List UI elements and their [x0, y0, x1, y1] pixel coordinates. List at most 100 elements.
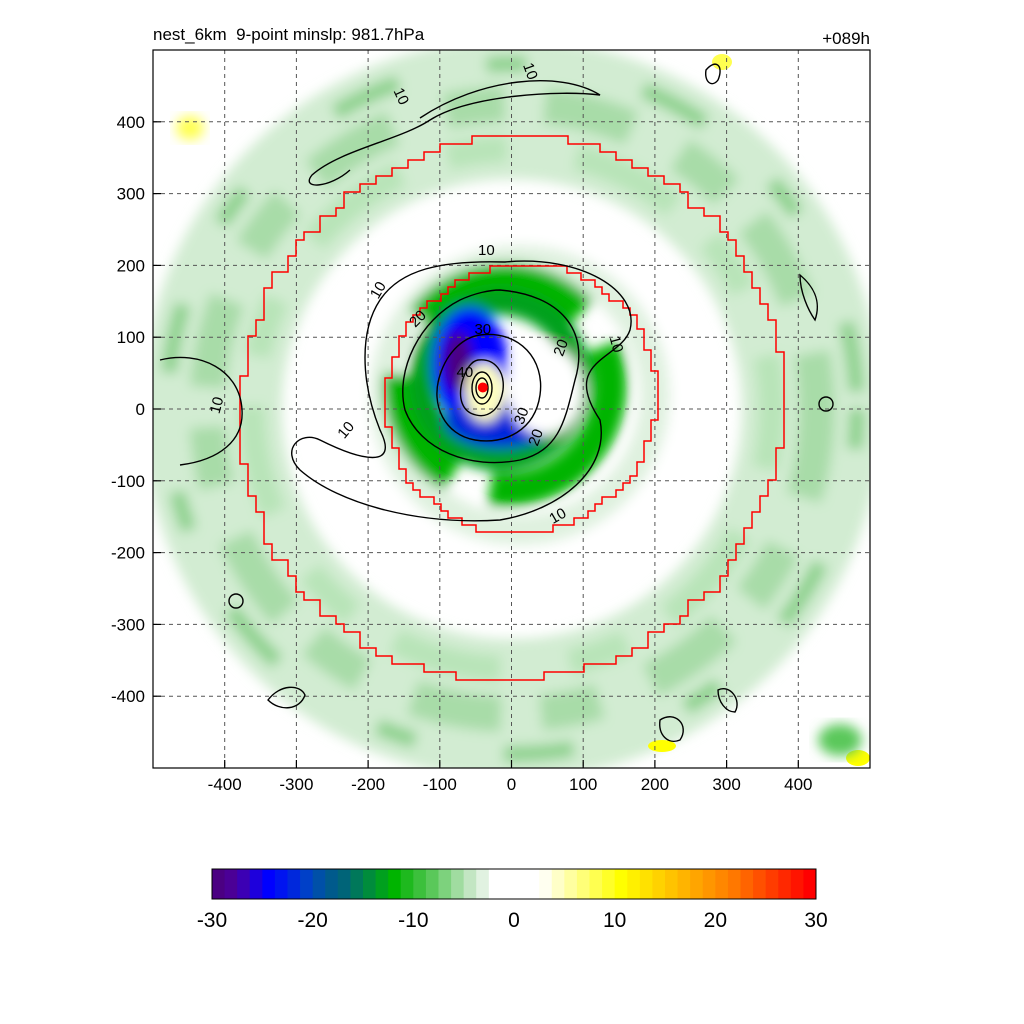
colorbar-swatch-13 — [375, 869, 389, 899]
colorbar-swatch-27 — [551, 869, 565, 899]
colorbar-swatch-40 — [715, 869, 729, 899]
colorbar-frame — [211, 868, 817, 900]
x-tick-label: -400 — [208, 775, 242, 794]
contour-small-se — [717, 688, 738, 713]
colorbar-swatch-31 — [602, 869, 616, 899]
y-tick-label: -100 — [111, 472, 145, 491]
colorbar-swatch-41 — [727, 869, 741, 899]
y-axis: 400 300 200 100 0 -100 -200 -300 -400 — [111, 113, 161, 706]
colorbar-swatch-47 — [803, 869, 817, 899]
colorbar-swatch-21 — [476, 869, 490, 899]
y-tick-label: 300 — [117, 185, 145, 204]
contour-core-1 — [471, 371, 493, 405]
outer-boundary-outline — [239, 135, 785, 681]
contour-30 — [436, 333, 542, 442]
contour-label: 10 — [546, 505, 569, 528]
colorbar-swatch-18 — [438, 869, 452, 899]
contour-core-2 — [475, 377, 489, 399]
x-tick-label: -100 — [423, 775, 457, 794]
colorbar-tick-label: -30 — [197, 909, 227, 932]
colorbar-swatch-3 — [249, 869, 263, 899]
colorbar-swatch-23 — [501, 869, 515, 899]
colorbar-swatch-37 — [677, 869, 691, 899]
colorbar-tick-label: -20 — [297, 909, 327, 932]
contour-lines — [159, 63, 834, 742]
boundary-outlines — [239, 135, 785, 681]
contour-10-left — [159, 356, 243, 466]
colorbar-swatch-14 — [388, 869, 402, 899]
x-tick-label: 300 — [712, 775, 740, 794]
contour-small-e2 — [818, 396, 834, 412]
colorbar-swatch-35 — [652, 869, 666, 899]
y-tick-label: -400 — [111, 687, 145, 706]
contour-small-sw — [267, 686, 306, 709]
x-tick-label: -200 — [351, 775, 385, 794]
contour-label: 10 — [606, 334, 627, 355]
inner-boundary-outline — [384, 265, 659, 533]
colorbar-swatch-34 — [639, 869, 653, 899]
colorbar-swatch-45 — [778, 869, 792, 899]
contour-small-w — [228, 593, 244, 609]
colorbar-swatch-38 — [690, 869, 704, 899]
colorbar-tick-label: 20 — [704, 909, 727, 932]
colorbar: -30 -20 -10 0 10 20 30 — [197, 868, 828, 932]
colorbar-swatch-7 — [300, 869, 314, 899]
colorbar-swatch-5 — [274, 869, 288, 899]
contour-10-outer — [308, 80, 601, 186]
contour-label: 10 — [519, 61, 541, 82]
colorbar-swatch-22 — [488, 869, 502, 899]
y-tick-label: -200 — [111, 544, 145, 563]
colorbar-swatch-46 — [790, 869, 804, 899]
y-tick-label: 400 — [117, 113, 145, 132]
colorbar-tick-label: 10 — [603, 909, 626, 932]
x-axis: -400 -300 -200 -100 0 100 200 300 400 — [208, 760, 812, 794]
colorbar-swatch-36 — [665, 869, 679, 899]
contour-label: 30 — [474, 321, 491, 338]
colorbar-swatch-44 — [765, 869, 779, 899]
colorbar-swatch-20 — [463, 869, 477, 899]
contour-label: 10 — [367, 279, 390, 302]
colorbar-swatch-19 — [451, 869, 465, 899]
y-tick-label: 0 — [136, 400, 145, 419]
colorbar-swatch-26 — [539, 869, 553, 899]
colorbar-tick-label: 30 — [804, 909, 827, 932]
contour-small-s — [659, 716, 684, 742]
colorbar-swatch-17 — [425, 869, 439, 899]
x-tick-label: 100 — [569, 775, 597, 794]
contour-label: 10 — [478, 242, 495, 259]
colorbar-swatch-15 — [400, 869, 414, 899]
colorbar-swatch-0 — [212, 869, 226, 899]
colorbar-swatch-39 — [702, 869, 716, 899]
x-tick-label: 200 — [641, 775, 669, 794]
x-tick-label: 0 — [507, 775, 516, 794]
contour-label: 20 — [550, 337, 572, 358]
colorbar-swatch-11 — [350, 869, 364, 899]
colorbar-tick-label: 0 — [508, 909, 520, 932]
colorbar-swatch-16 — [413, 869, 427, 899]
colorbar-swatch-12 — [363, 869, 377, 899]
colorbar-swatch-10 — [337, 869, 351, 899]
storm-center-marker — [477, 382, 488, 393]
colorbar-swatch-33 — [627, 869, 641, 899]
contour-40 — [459, 359, 504, 417]
colorbar-swatch-30 — [589, 869, 603, 899]
contour-label: 30 — [511, 405, 533, 426]
colorbar-tick-label: -10 — [398, 909, 428, 932]
colorbar-swatch-29 — [576, 869, 590, 899]
contour-10-mid — [291, 260, 632, 522]
colorbar-swatch-1 — [224, 869, 238, 899]
chart-title: nest_6km 9-point minslp: 981.7hPa — [153, 25, 425, 44]
contour-label: 10 — [390, 85, 412, 107]
contour-small-e — [799, 273, 818, 322]
colorbar-swatch-25 — [526, 869, 540, 899]
contour-small-ne — [704, 63, 721, 85]
contour-20 — [402, 289, 580, 464]
colorbar-swatch-4 — [262, 869, 276, 899]
y-tick-label: 100 — [117, 328, 145, 347]
y-tick-label: -300 — [111, 615, 145, 634]
contour-label: 40 — [457, 364, 474, 381]
colorbar-swatch-42 — [740, 869, 754, 899]
contour-label: 20 — [525, 427, 547, 448]
